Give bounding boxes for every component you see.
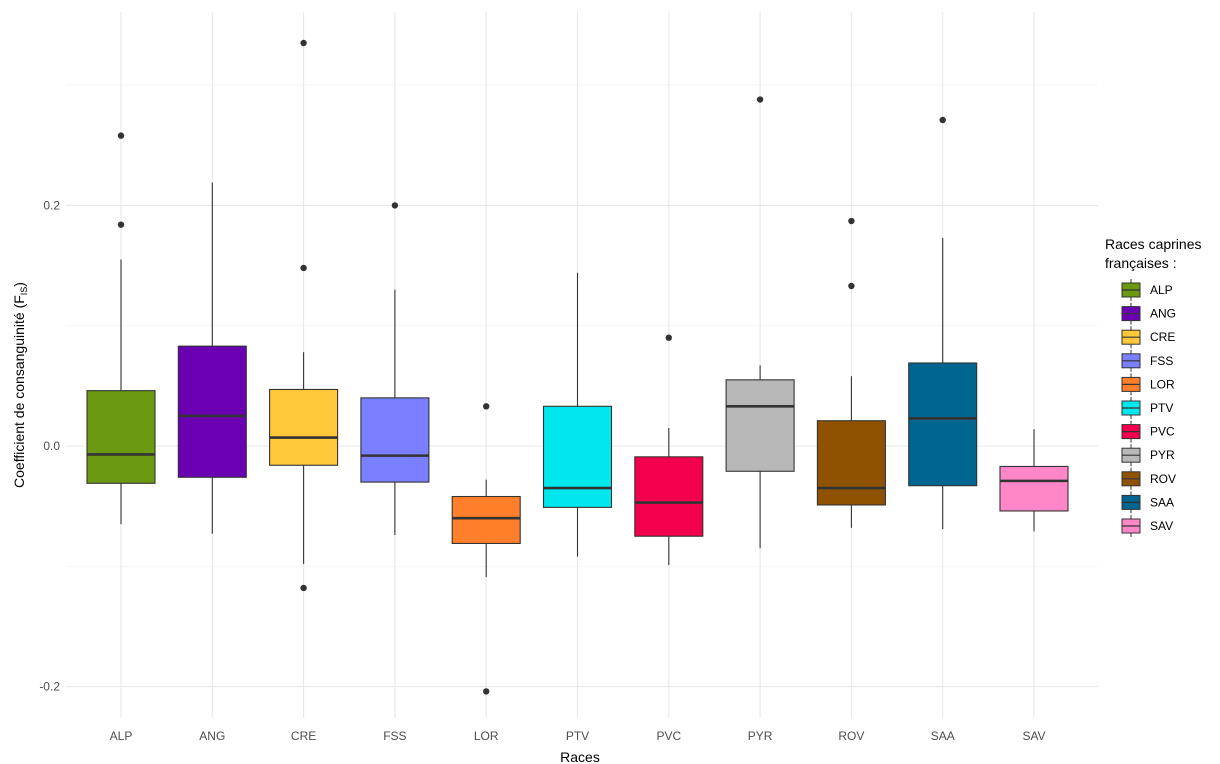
outlier-point: [483, 688, 490, 695]
outlier-point: [756, 96, 764, 103]
legend-label: PVC: [1150, 425, 1175, 439]
box-pyr: [725, 96, 795, 549]
box-body: [634, 456, 704, 537]
box-body: [542, 405, 613, 508]
y-tick-label: 0.0: [43, 439, 60, 453]
box-saa: [908, 116, 978, 530]
box-lor: [451, 403, 521, 695]
legend-label: CRE: [1150, 330, 1175, 344]
outlier-point: [939, 116, 946, 124]
x-tick-label: ROV: [838, 729, 864, 743]
x-tick-label: PTV: [566, 729, 589, 743]
box-ptv: [542, 272, 613, 557]
outlier-point: [300, 39, 307, 47]
legend-label: ALP: [1150, 283, 1173, 297]
y-axis-title-close: ): [11, 282, 27, 287]
box-body: [269, 388, 339, 466]
x-tick-label: SAV: [1022, 729, 1045, 743]
legend-item-lor: LOR: [1121, 373, 1175, 396]
legend-label: PTV: [1150, 401, 1173, 415]
legend-item-ptv: PTV: [1121, 397, 1173, 419]
x-tick-label: PYR: [748, 729, 773, 743]
box-body: [816, 420, 886, 506]
legend: Races caprines françaises : ALP ANG CRE FSS…: [1105, 236, 1202, 537]
outlier-point: [117, 132, 125, 139]
outlier-point: [848, 217, 855, 225]
box-rov: [816, 217, 886, 528]
box-body: [177, 345, 247, 478]
legend-item-pyr: PYR: [1121, 444, 1175, 467]
legend-title-line-1: Races caprines: [1105, 236, 1202, 252]
x-tick-label: CRE: [291, 729, 316, 743]
box-sav: [999, 429, 1069, 532]
outlier-point: [848, 282, 855, 290]
box-alp: [86, 132, 156, 525]
x-tick-label: FSS: [383, 729, 406, 743]
legend-label: SAV: [1150, 519, 1173, 533]
legend-label: FSS: [1150, 354, 1173, 368]
y-tick-label: 0.2: [43, 198, 60, 212]
box-pvc: [634, 334, 704, 566]
x-tick-label: ANG: [199, 729, 225, 743]
box-ang: [177, 182, 247, 534]
legend-item-pvc: PVC: [1121, 420, 1175, 443]
legend-label: SAA: [1150, 495, 1174, 509]
legend-item-ang: ANG: [1121, 302, 1176, 325]
outlier-point: [300, 264, 307, 272]
x-tick-label: PVC: [656, 729, 681, 743]
outlier-point: [483, 403, 490, 410]
legend-label: ANG: [1150, 307, 1176, 321]
box-body: [86, 390, 156, 484]
y-axis-title-subscript: IS: [19, 287, 29, 296]
y-tick-label: -0.2: [39, 680, 60, 694]
outlier-point: [117, 221, 125, 228]
legend-item-sav: SAV: [1121, 515, 1173, 537]
box-body: [360, 397, 430, 483]
x-axis: ALP ANG CRE FSS LOR PTV PVC PYR ROV SAA SAV: [110, 729, 1046, 743]
outlier-point: [391, 202, 399, 209]
box-body: [999, 465, 1069, 512]
box-body: [908, 362, 978, 487]
legend-label: ROV: [1150, 472, 1176, 486]
legend-label: PYR: [1150, 448, 1175, 462]
x-tick-label: LOR: [474, 729, 499, 743]
legend-items: ALP ANG CRE FSS LOR PTV PVC PYR ROV SAA SAV: [1121, 279, 1176, 537]
box-body: [451, 495, 521, 544]
legend-item-cre: CRE: [1121, 326, 1175, 349]
x-axis-title: Races: [560, 749, 600, 764]
y-axis: -0.2 0.0 0.2: [39, 198, 60, 693]
legend-item-alp: ALP: [1121, 279, 1173, 301]
y-axis-title: Coefficient de consanguinité (FIS): [11, 282, 29, 488]
x-tick-label: SAA: [931, 729, 955, 743]
box-cre: [269, 39, 339, 592]
x-tick-label: ALP: [110, 729, 133, 743]
legend-item-fss: FSS: [1121, 349, 1173, 372]
box-body: [725, 379, 795, 472]
outlier-point: [665, 334, 672, 341]
outlier-point: [300, 584, 307, 592]
box-fss: [360, 202, 430, 536]
legend-title-line-2: françaises :: [1105, 255, 1177, 271]
y-axis-title-main: Coefficient de consanguinité (F: [11, 295, 27, 488]
legend-item-saa: SAA: [1121, 491, 1174, 514]
legend-label: LOR: [1150, 377, 1175, 391]
boxes: [86, 39, 1069, 695]
legend-item-rov: ROV: [1121, 467, 1176, 490]
